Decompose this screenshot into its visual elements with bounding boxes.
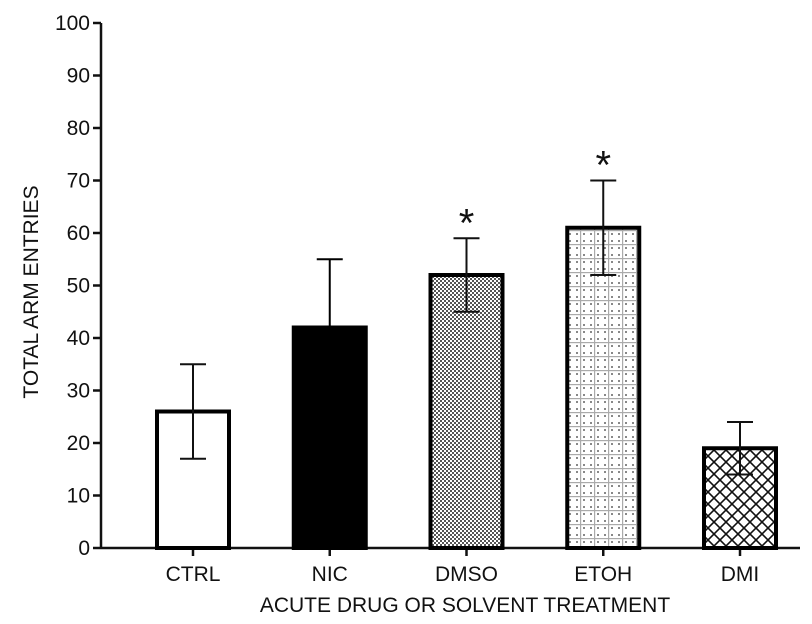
x-tick-label-ctrl: CTRL <box>166 563 221 586</box>
y-tick-label: 30 <box>67 380 90 403</box>
x-axis-title: ACUTE DRUG OR SOLVENT TREATMENT <box>260 594 670 617</box>
x-tick-label-dmi: DMI <box>721 563 760 586</box>
y-tick-label: 10 <box>67 485 90 508</box>
significance-mark-etoh: * <box>595 144 611 188</box>
y-tick-label: 60 <box>67 222 90 245</box>
y-tick-label: 70 <box>67 170 90 193</box>
x-tick-label-dmso: DMSO <box>435 563 498 586</box>
x-axis: CTRL NIC DMSO ETOH DMI <box>101 546 800 586</box>
bar-nic <box>291 325 368 550</box>
y-tick-label: 0 <box>78 537 90 560</box>
error-bars <box>180 179 753 476</box>
significance-marks: ** <box>459 144 611 246</box>
y-tick-label: 20 <box>67 432 90 455</box>
x-tick-label-nic: NIC <box>312 563 348 586</box>
y-tick-label: 90 <box>67 65 90 88</box>
y-axis: 0 10 20 30 40 50 60 70 80 90 100 <box>55 12 103 560</box>
y-tick-label: 80 <box>67 117 90 140</box>
bars <box>155 225 778 550</box>
y-tick-label: 50 <box>67 275 90 298</box>
y-axis-title: TOTAL ARM ENTRIES <box>20 185 43 398</box>
bar-dmso <box>428 273 505 550</box>
x-tick-label-etoh: ETOH <box>574 563 632 586</box>
y-tick-label: 40 <box>67 327 90 350</box>
significance-mark-dmso: * <box>459 201 475 245</box>
y-tick-label: 100 <box>55 12 90 35</box>
